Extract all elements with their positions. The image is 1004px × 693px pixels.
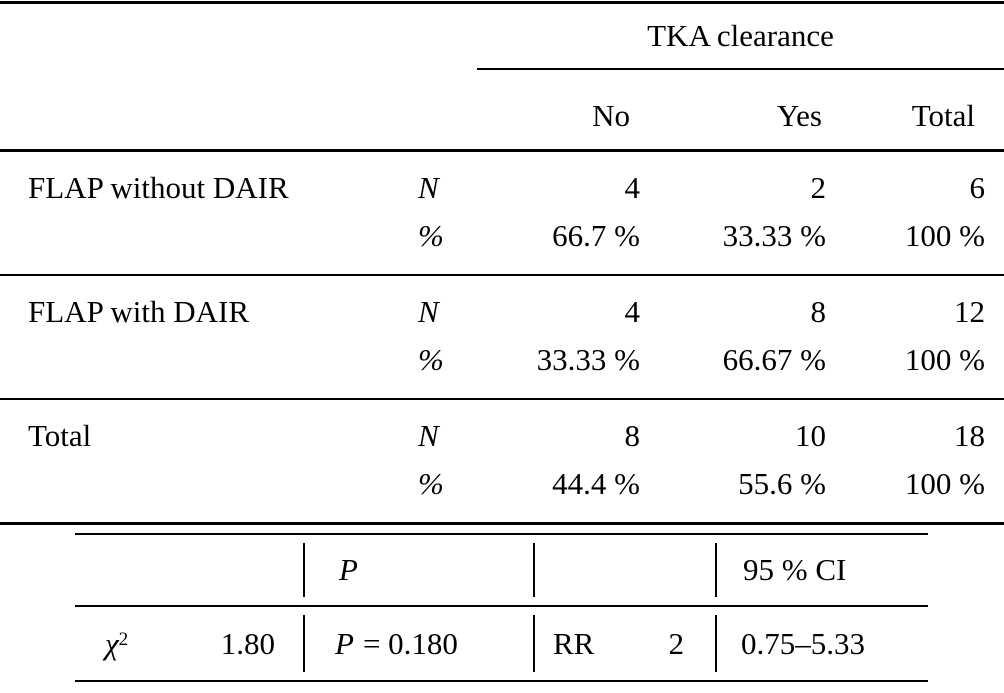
p-value-cell: P = 0.180 — [303, 607, 533, 680]
rr-label: RR — [553, 625, 595, 661]
cell-n-yes: 10 — [795, 418, 826, 453]
table-row: % 33.33 % 66.67 % 100 % — [0, 336, 1004, 384]
ci-value: 0.75–5.33 — [741, 625, 865, 661]
row-group-flap-with-dair: FLAP with DAIR N 4 8 12 % 33.33 % 66.67 … — [0, 276, 1004, 398]
table-row: % 66.7 % 33.33 % 100 % — [0, 212, 1004, 260]
rr-cell: RR 2 — [533, 607, 715, 680]
table-row: Total N 8 10 18 — [0, 412, 1004, 460]
stats-header-empty — [75, 535, 303, 605]
ci-cell: 0.75–5.33 — [715, 607, 928, 680]
cell-n-yes: 2 — [810, 170, 827, 205]
cell-pct-no: 66.7 % — [552, 218, 640, 253]
column-header-no: No — [592, 98, 630, 133]
stub-pct-label: % — [418, 218, 444, 253]
stub-n-label: N — [418, 170, 439, 205]
cell-pct-yes: 55.6 % — [738, 466, 826, 501]
cell-n-no: 4 — [624, 170, 641, 205]
stub-pct-label: % — [418, 466, 444, 501]
stats-header-row: P 95 % CI — [75, 535, 928, 605]
stats-header-p: P — [303, 535, 533, 605]
cell-pct-total: 100 % — [904, 218, 985, 253]
cell-n-no: 8 — [624, 418, 641, 453]
stats-data-row: χ2 1.80 P = 0.180 RR 2 0.75–5.33 — [75, 607, 928, 680]
column-header-total: Total — [911, 98, 975, 133]
stats-header-empty-2 — [533, 535, 715, 605]
tka-clearance-label: TKA clearance — [647, 18, 834, 53]
cell-pct-total: 100 % — [904, 466, 985, 501]
group-separator-rule — [0, 398, 1004, 400]
cell-pct-yes: 33.33 % — [722, 218, 826, 253]
stats-mid-rule — [75, 605, 928, 607]
stub-n-label: N — [418, 294, 439, 329]
statistics-subtable: P 95 % CI χ2 1.80 P = 0.180 RR 2 0.75–5.… — [75, 533, 928, 682]
stub-pct-label: % — [418, 342, 444, 377]
header-bottom-rule — [0, 149, 1004, 152]
row-label-empty — [0, 460, 418, 508]
cell-pct-yes: 66.67 % — [722, 342, 826, 377]
tka-clearance-spanner: TKA clearance — [477, 4, 1004, 70]
table-row: % 44.4 % 55.6 % 100 % — [0, 460, 1004, 508]
p-value: = 0.180 — [362, 625, 458, 661]
row-group-flap-without-dair: FLAP without DAIR N 4 2 6 % 66.7 % 33.33… — [0, 152, 1004, 274]
spanner-spacer — [0, 4, 465, 70]
cell-n-total: 18 — [954, 418, 985, 453]
row-label-empty — [0, 212, 418, 260]
column-header-row: No Yes Total — [0, 70, 1004, 149]
group-separator-rule — [0, 274, 1004, 276]
cell-pct-no: 33.33 % — [536, 342, 640, 377]
cell-n-no: 4 — [624, 294, 641, 329]
chi-square-cell: χ2 1.80 — [75, 607, 303, 680]
rr-value: 2 — [668, 625, 685, 661]
stub-n-label: N — [418, 418, 439, 453]
row-group-total: Total N 8 10 18 % 44.4 % 55.6 % 100 % — [0, 400, 1004, 522]
cell-n-total: 6 — [969, 170, 986, 205]
cell-pct-no: 44.4 % — [552, 466, 640, 501]
table-top-rule — [0, 1, 1004, 4]
row-label: Total — [28, 418, 92, 453]
spanner-header-row: TKA clearance — [0, 4, 1004, 70]
cell-n-yes: 8 — [810, 294, 827, 329]
cell-pct-total: 100 % — [904, 342, 985, 377]
table-row: FLAP without DAIR N 4 2 6 — [0, 164, 1004, 212]
row-label: FLAP with DAIR — [28, 294, 250, 329]
cell-n-total: 12 — [954, 294, 985, 329]
chi-square-exponent: 2 — [118, 628, 129, 650]
p-label: P — [335, 625, 354, 661]
table-row: FLAP with DAIR N 4 8 12 — [0, 288, 1004, 336]
stats-header-ci: 95 % CI — [715, 535, 928, 605]
chi-square-value: 1.80 — [220, 625, 275, 661]
column-header-yes: Yes — [776, 98, 822, 133]
row-label: FLAP without DAIR — [28, 170, 289, 205]
row-label-empty — [0, 336, 418, 384]
chi-square-symbol: χ2 — [105, 625, 129, 661]
table-bottom-rule — [0, 522, 1004, 525]
